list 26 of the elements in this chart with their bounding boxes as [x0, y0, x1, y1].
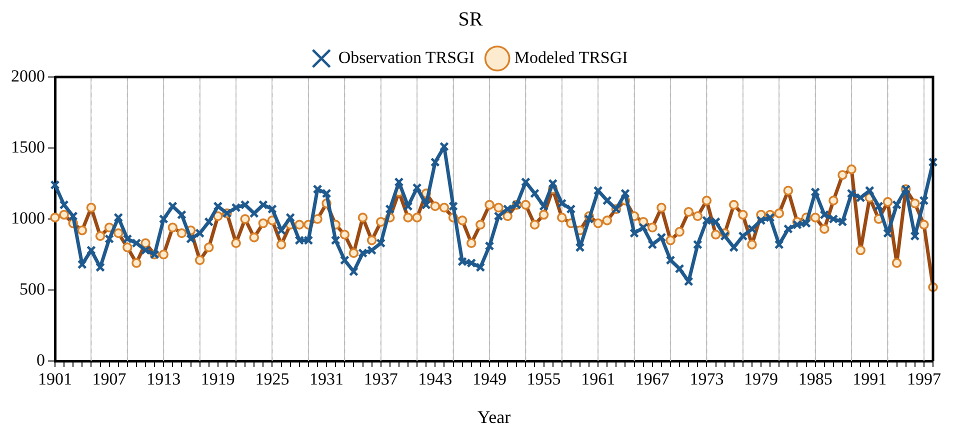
chart-title: SR — [458, 8, 484, 30]
x-tick-label: 1979 — [744, 370, 778, 389]
x-tick-label: 1991 — [852, 370, 887, 389]
x-tick-label: 1949 — [472, 370, 506, 389]
x-tick-label: 1937 — [364, 370, 398, 389]
y-tick-label: 0 — [36, 350, 45, 370]
y-tick-label: 1500 — [11, 137, 45, 156]
x-tick-label: 1931 — [310, 370, 344, 389]
legend-label: Modeled TRSGI — [514, 48, 628, 67]
x-tick-label: 1967 — [635, 370, 670, 389]
x-tick-label: 1925 — [255, 370, 290, 389]
y-tick-label: 1000 — [11, 208, 45, 228]
x-tick-label: 1907 — [92, 370, 127, 389]
x-tick-label: 1943 — [418, 370, 452, 389]
y-tick-label: 2000 — [11, 66, 45, 86]
x-tick-label: 1919 — [200, 370, 235, 389]
x-tick-label: 1955 — [526, 370, 561, 389]
y-tick-label: 500 — [20, 279, 45, 298]
x-tick-label: 1973 — [690, 370, 724, 389]
x-tick-label: 1913 — [146, 370, 181, 389]
x-axis-title: Year — [477, 406, 511, 427]
x-tick-label: 1901 — [38, 370, 72, 389]
x-tick-label: 1985 — [798, 370, 832, 389]
x-tick-label: 1997 — [906, 370, 942, 389]
legend-label: Observation TRSGI — [338, 48, 475, 67]
x-tick-label: 1961 — [581, 370, 616, 389]
